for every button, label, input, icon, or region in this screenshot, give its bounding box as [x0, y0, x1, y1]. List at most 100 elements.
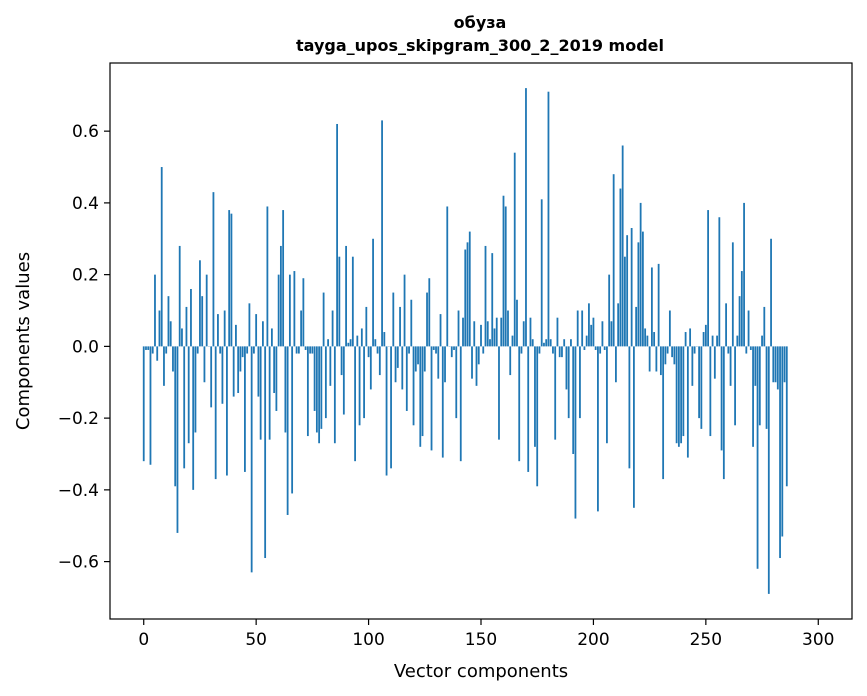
bar	[588, 303, 590, 347]
bar	[192, 346, 195, 490]
bar	[354, 346, 356, 462]
bar	[574, 346, 577, 519]
bar	[677, 346, 680, 447]
bar	[453, 346, 455, 350]
bar	[169, 321, 172, 347]
bar	[518, 346, 521, 462]
bar	[641, 231, 644, 347]
plot-frame	[109, 62, 853, 620]
bar	[536, 346, 539, 487]
bar	[731, 242, 734, 347]
bar	[324, 346, 327, 419]
bar	[295, 346, 298, 354]
bar	[329, 346, 332, 386]
bar	[473, 321, 476, 347]
bar	[237, 346, 240, 394]
bar	[363, 346, 365, 419]
bar	[624, 256, 626, 347]
bar	[318, 346, 321, 444]
bar	[154, 274, 156, 347]
bar	[576, 310, 579, 347]
bar	[565, 346, 568, 390]
bar	[552, 346, 554, 354]
bar	[313, 346, 316, 411]
bar	[221, 346, 224, 404]
bar	[657, 263, 660, 347]
bar	[549, 339, 552, 347]
bar	[547, 91, 550, 347]
bar	[639, 202, 642, 347]
bar	[306, 346, 309, 437]
bar	[513, 152, 516, 347]
bar	[704, 324, 707, 347]
bar	[396, 346, 399, 368]
bar	[543, 342, 545, 347]
bar	[509, 346, 512, 376]
bar	[484, 245, 487, 347]
bar	[248, 303, 251, 347]
bar	[556, 317, 559, 347]
bar	[590, 324, 593, 347]
bar	[597, 346, 599, 512]
x-tick-label: 100	[352, 630, 384, 650]
bar	[599, 346, 602, 354]
bar	[450, 346, 453, 358]
bar	[167, 296, 170, 347]
bar	[545, 339, 548, 347]
bar	[235, 324, 237, 347]
bar	[471, 346, 473, 379]
bar	[142, 346, 145, 462]
bar	[579, 346, 581, 419]
bar	[367, 346, 370, 358]
bar	[689, 328, 692, 347]
y-axis-label: Components values	[13, 252, 34, 430]
bar	[275, 346, 278, 411]
x-tick-label: 250	[690, 630, 722, 650]
bar	[713, 346, 716, 379]
bar	[666, 346, 669, 354]
bar	[158, 310, 161, 347]
bar	[300, 310, 303, 347]
bar	[691, 346, 694, 386]
bar	[502, 195, 505, 347]
bar	[291, 346, 294, 494]
bar	[716, 335, 718, 347]
bar	[430, 346, 433, 451]
bar	[763, 306, 766, 347]
bar	[369, 346, 372, 390]
bar	[650, 267, 653, 347]
bar	[246, 346, 249, 354]
bar	[612, 174, 615, 347]
bar	[322, 292, 325, 347]
bar	[749, 346, 752, 350]
x-axis-label: Vector components	[394, 661, 568, 682]
bar	[403, 274, 406, 347]
bar	[516, 299, 518, 347]
bar	[592, 317, 595, 347]
bar	[338, 256, 341, 347]
bar	[585, 335, 588, 347]
bar	[459, 346, 462, 462]
bar	[268, 346, 271, 440]
bar	[630, 228, 633, 347]
bar	[462, 317, 464, 347]
bar	[468, 231, 471, 347]
bar	[446, 206, 449, 347]
bar	[626, 235, 629, 347]
bar	[464, 249, 467, 347]
bar	[174, 346, 177, 487]
bar	[570, 339, 572, 347]
bar	[214, 346, 217, 480]
bar	[770, 238, 772, 347]
bar	[767, 346, 770, 594]
bar	[439, 314, 442, 347]
bar	[527, 346, 530, 472]
bar	[648, 346, 651, 372]
bar	[147, 346, 150, 350]
bar	[682, 346, 685, 437]
bar	[617, 303, 620, 347]
x-tick-label: 300	[802, 630, 834, 650]
bar	[736, 335, 739, 347]
bar	[722, 346, 725, 480]
bar	[327, 339, 329, 347]
